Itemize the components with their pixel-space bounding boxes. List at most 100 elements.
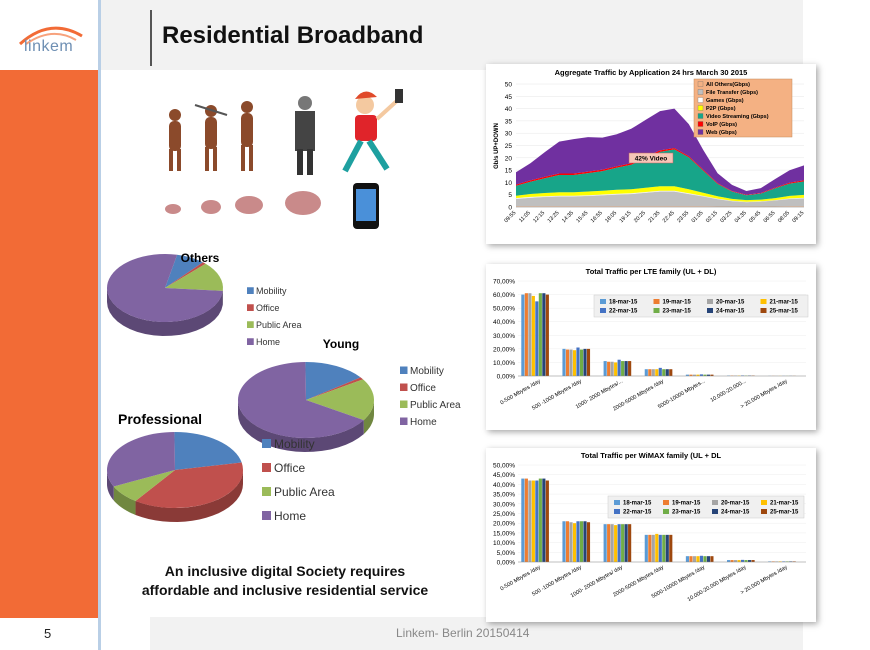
bar [583,348,587,376]
bar [665,369,669,376]
aggregate-traffic-chart: Aggregate Traffic by Application 24 hrs … [494,68,805,224]
page-title: Residential Broadband [162,22,424,49]
bar [603,361,607,376]
logo-text: linkem [24,38,74,55]
legend-label: 23-mar-15 [663,309,692,315]
legend-label: Games (Gbps) [706,98,744,104]
legend-label: 18-mar-15 [623,501,652,507]
pie-slice-mobility [165,254,203,288]
bar [734,560,738,562]
x-tick-label: 13:25 [547,210,561,224]
legend-label: 23-mar-15 [672,510,701,516]
wimax-traffic-chart: Total Traffic per WiMAX family (UL + DL 0… [493,451,806,603]
x-tick-label: 20:25 [633,210,647,224]
legend-label: 19-mar-15 [663,300,692,306]
x-tick-label: 18:05 [604,210,618,224]
pie-slice-home [238,362,364,438]
bar [751,560,755,562]
bar [621,524,625,562]
y-tick-label: 20,00% [493,521,515,528]
bar [669,534,673,562]
x-tick-label: 01:05 [691,210,705,224]
pie-slice-home [106,432,175,487]
footer-band [150,617,803,650]
x-tick-label: 10.000-20.000... [710,378,748,403]
pie-side-public-area [363,400,374,435]
legend-label: 24-mar-15 [716,309,745,315]
legend-label: File Transfer (Gbps) [706,90,758,96]
bar [610,524,614,562]
bar [521,294,525,376]
legend-swatch [712,509,718,514]
bar [624,524,628,562]
bar [685,374,690,376]
footer-text: Linkem- Berlin 20150414 [396,626,530,640]
x-tick-label: 05:45 [748,210,762,224]
legend-swatch [761,500,767,505]
y-tick-label: 5,00% [497,550,516,557]
bar [583,521,587,562]
bar [542,478,546,562]
pie-legend-label: Home [274,509,306,523]
pie-side-office [135,470,243,522]
pie-slice-public-area [113,470,175,501]
pie-title: Professional [118,411,202,427]
legend-swatch [697,129,704,135]
pie-legend-label: Mobility [410,366,444,377]
bar [703,374,707,376]
pie-legend-swatch [262,511,271,520]
legend-swatch [663,500,669,505]
y-tick-label: 50,00% [493,463,515,470]
y-tick-label: 40,00% [493,482,515,489]
legend-swatch [663,509,669,514]
bar [706,374,710,376]
y-tick-label: 30,00% [493,501,515,508]
bar [648,534,652,562]
bar [528,293,532,376]
pie-legend-swatch [262,439,271,448]
legend-swatch [712,500,718,505]
bar [655,369,659,376]
bar [710,556,714,562]
bar [607,361,611,376]
y-tick-label: 20 [505,155,513,162]
x-tick-label: 14:35 [561,210,575,224]
bar [651,369,655,376]
bar [538,293,542,376]
bar [730,560,734,562]
bar [535,301,539,376]
bar [727,560,731,562]
y-tick-label: 35 [505,118,513,125]
bar [531,480,535,562]
bar [628,361,632,376]
bar [579,521,584,562]
bar [535,480,539,562]
y-tick-label: 0,00% [497,374,516,381]
bar [545,480,549,562]
legend-swatch [697,97,704,103]
bar [545,294,549,376]
y-tick-label: 50 [505,82,513,89]
x-tick-label: 09:55 [503,210,517,224]
bar [617,524,621,562]
area-series-1 [516,191,804,207]
y-tick-label: 30,00% [493,333,515,340]
bar [565,521,570,562]
pie-slice-public-area [165,263,223,291]
x-tick-label: 16:55 [590,210,604,224]
legend-label: 21-mar-15 [770,501,799,507]
y-tick-label: 50,00% [493,306,515,313]
pie-legend-label: Public Area [274,485,335,499]
y-tick-label: 40,00% [493,319,515,326]
x-tick-label: > 20.000 Mbytes /day [740,564,789,596]
y-tick-label: 10,00% [493,360,515,367]
bar [696,374,700,376]
bar [744,560,748,562]
bar [696,556,700,562]
legend-label: VoIP (Gbps) [706,122,737,128]
x-tick-label: 04:35 [734,210,748,224]
bar [737,560,741,562]
bar [603,524,607,562]
legend-label: 21-mar-15 [770,300,799,306]
pie-title: Young [323,337,359,351]
